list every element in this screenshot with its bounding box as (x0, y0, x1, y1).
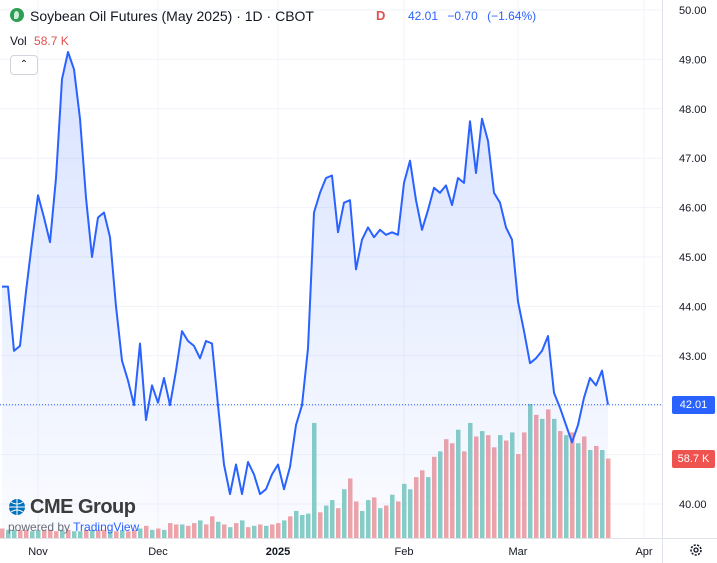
volume-bar (606, 458, 611, 538)
volume-legend: Vol 58.7 K (10, 34, 69, 48)
price-line (2, 51, 609, 496)
price-tick-label: 47.00 (679, 153, 707, 165)
last-price-value: 42.01 (408, 9, 439, 23)
cme-globe-icon (9, 499, 25, 515)
price-change-percent: (−1.64%) (487, 9, 537, 23)
collapse-legend-button[interactable]: ⌃ (10, 55, 38, 75)
volume-label: Vol (10, 34, 27, 48)
time-tick-label: Mar (509, 546, 528, 558)
cme-group-name: CME Group (30, 496, 136, 518)
price-tick-label: 49.00 (679, 54, 707, 66)
last-volume-tag: 58.7 K (672, 449, 715, 468)
price-tick-label: 50.00 (679, 5, 707, 17)
chart-header: Soybean Oil Futures (May 2025) · 1D · CB… (0, 0, 660, 28)
price-change-value: −0.70 (447, 9, 478, 23)
time-tick-label: 2025 (266, 546, 290, 558)
price-tick-label: 44.00 (679, 301, 707, 313)
powered-by-prefix: powered by (8, 520, 71, 534)
powered-by-tradingview[interactable]: powered by TradingView (8, 520, 139, 534)
time-tick-label: Nov (28, 546, 48, 558)
chevron-up-icon: ⌃ (19, 59, 29, 70)
time-tick-label: Feb (395, 546, 414, 558)
price-tick-label: 48.00 (679, 104, 707, 116)
gear-icon[interactable] (689, 543, 703, 557)
price-area-fill (2, 52, 608, 538)
soybean-logo-icon (10, 8, 24, 22)
price-axis[interactable]: 40.0041.0042.0043.0044.0045.0046.0047.00… (679, 5, 707, 511)
time-tick-label: Dec (148, 546, 168, 558)
price-tick-label: 43.00 (679, 351, 707, 363)
symbol-title[interactable]: Soybean Oil Futures (May 2025) · 1D · CB… (30, 8, 314, 24)
tradingview-brand: TradingView (73, 520, 140, 534)
price-tick-label: 45.00 (679, 252, 707, 264)
quote-summary: 42.01 −0.70 (−1.64%) (408, 9, 542, 23)
price-tick-label: 40.00 (679, 499, 707, 511)
time-axis[interactable]: Nov Dec 2025 Feb Mar Apr (28, 546, 653, 558)
volume-value: 58.7 K (34, 34, 69, 48)
market-status-badge[interactable]: D (376, 8, 386, 23)
price-tick-label: 46.00 (679, 203, 707, 215)
last-price-tag: 42.01 (672, 395, 715, 414)
time-tick-label: Apr (635, 546, 652, 558)
